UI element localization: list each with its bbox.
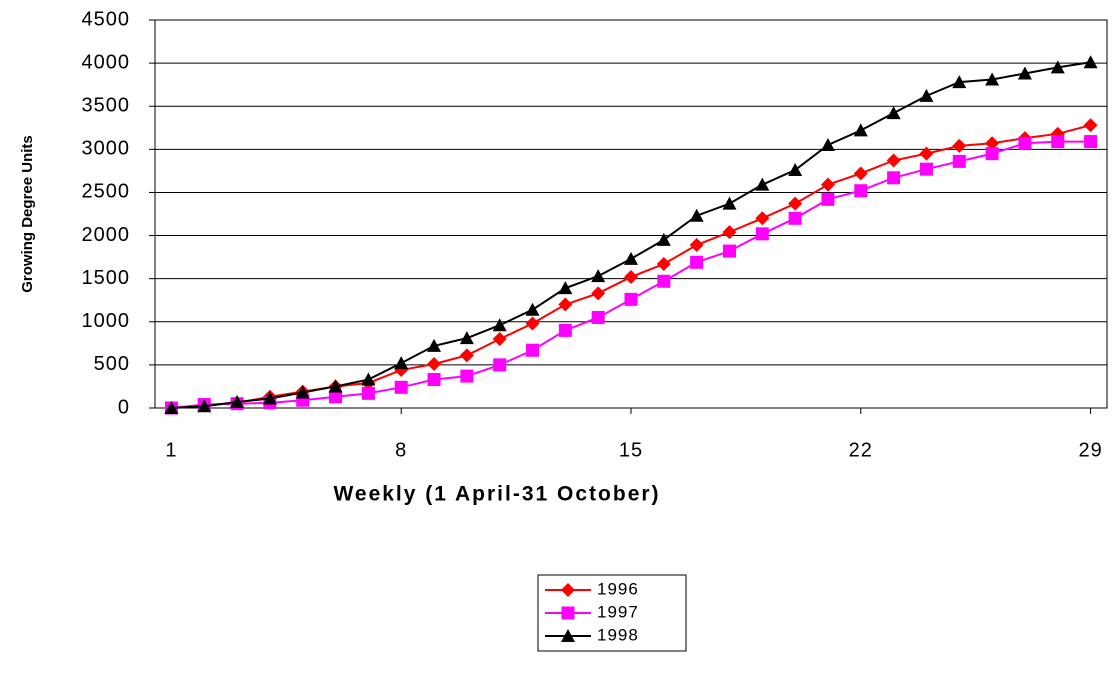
marker [952,75,967,89]
marker [1083,55,1098,69]
marker [492,332,507,347]
marker [919,162,933,176]
legend-label: 1997 [597,602,639,621]
marker [952,138,967,153]
marker [722,196,737,210]
y-tick-label: 3000 [82,138,131,160]
y-tick-label: 2000 [82,224,131,246]
y-tick-label: 500 [94,353,130,375]
marker [853,123,868,137]
marker [886,106,901,120]
marker [591,269,606,283]
marker [755,211,770,226]
y-tick-label: 2500 [82,181,131,203]
marker [821,192,835,206]
y-axis-title: Growing Degree Units [19,135,36,293]
marker [493,358,507,372]
x-tick-label: 15 [619,439,643,461]
marker [295,385,310,399]
marker [591,310,605,324]
y-tick-label: 0 [118,396,130,418]
marker [624,292,638,306]
marker [329,390,343,404]
plot-frame [154,19,1108,409]
legend-marker [561,583,575,597]
marker [361,386,375,400]
marker [689,238,704,253]
x-tick-label: 1 [165,439,177,461]
marker [985,147,999,161]
marker [526,343,540,357]
marker [820,177,835,192]
marker [427,357,442,372]
marker [788,211,802,225]
series-line [171,124,1091,409]
marker [427,373,441,387]
marker [230,394,245,408]
marker [788,163,803,177]
marker [755,177,770,191]
marker [1018,136,1032,150]
marker [492,318,507,332]
marker [690,255,704,269]
y-tick-label: 1000 [82,310,131,332]
y-tick-label: 1500 [82,267,131,289]
legend-marker [561,606,575,620]
marker [525,316,540,331]
marker [558,281,573,295]
marker [459,331,474,345]
y-tick-label: 4500 [82,8,131,30]
marker [952,154,966,168]
marker [558,297,573,312]
marker [657,274,671,288]
marker [722,225,737,240]
marker [788,196,803,211]
x-tick-label: 22 [849,439,873,461]
marker [328,379,343,393]
marker [624,269,638,284]
marker [656,257,671,272]
marker [361,372,376,386]
marker [394,380,408,394]
marker [1084,135,1098,149]
legend-label: 1998 [597,625,639,644]
marker [427,338,442,352]
marker [197,399,212,413]
marker [1083,118,1098,133]
marker [919,88,934,102]
y-tick-label: 3500 [82,95,131,117]
marker [886,153,901,168]
x-tick-label: 8 [395,439,407,461]
marker [1050,60,1065,74]
marker [820,138,835,152]
marker [558,323,572,337]
marker [755,227,769,241]
marker [394,356,409,370]
marker [985,72,1000,86]
y-tick-label: 4000 [82,51,131,73]
marker [262,391,277,405]
legend-marker [561,629,575,642]
x-axis-title: Weekly (1 April-31 October) [333,483,660,506]
marker [887,171,901,185]
legend-label: 1996 [597,579,639,598]
marker [853,166,868,181]
marker [1017,66,1032,80]
marker [164,401,179,414]
marker [985,136,1000,151]
marker [525,302,540,316]
marker [624,251,638,265]
marker [722,244,736,258]
marker [1051,135,1065,149]
marker [656,232,671,246]
marker [689,208,704,222]
marker [591,286,606,301]
marker [854,184,868,198]
x-tick-label: 29 [1078,439,1102,461]
marker [459,348,474,363]
marker [919,146,934,161]
marker [460,369,474,383]
